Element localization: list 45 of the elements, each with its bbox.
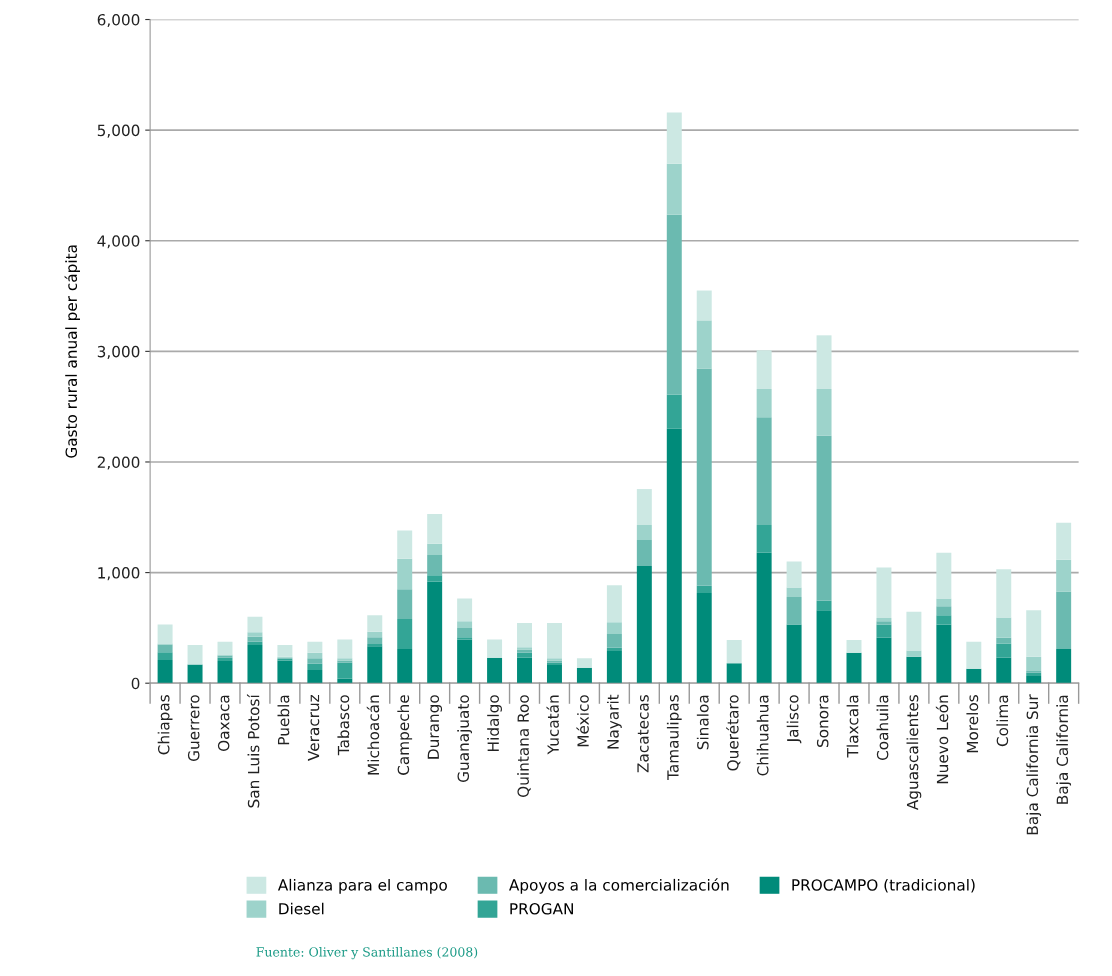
y-tick-label: 6,000 <box>97 13 140 28</box>
x-tick-label: Guanajuato <box>457 695 473 783</box>
legend-label: PROGAN <box>510 902 573 915</box>
x-tick-label: San Luis Potosí <box>246 693 260 808</box>
y-tick-label: 0 <box>131 677 140 690</box>
x-tick-label: Morelos <box>966 695 979 753</box>
x-tick-label: Coahuila <box>876 695 889 761</box>
legend-label: Alianza para el campo <box>277 878 447 894</box>
x-tick-label: Oaxaca <box>217 695 230 752</box>
y-tick-label: 1,000 <box>98 567 140 581</box>
x-tick-label: Baja California Sur <box>1026 694 1042 835</box>
legend-label: Apoyos a la comercialización <box>509 878 729 894</box>
x-tick-label: Guerrero <box>187 695 200 762</box>
x-tick-label: Chiapas <box>157 695 173 755</box>
source-note: Fuente: Oliver y Santillanes (2008) <box>256 946 478 960</box>
x-tick-label: Hidalgo <box>487 695 502 751</box>
x-tick-label: Michoacán <box>366 695 380 775</box>
x-tick-label: Querétaro <box>726 695 741 771</box>
x-tick-label: Colima <box>996 695 1009 747</box>
y-tick-label: 2,000 <box>97 456 140 470</box>
x-tick-label: Tlaxcala <box>846 695 859 758</box>
y-tick-label: 3,000 <box>97 345 140 359</box>
x-tick-label: Sinaloa <box>696 695 709 750</box>
x-tick-label: Yucatán <box>546 695 559 755</box>
x-tick-label: Tabasco <box>337 695 350 756</box>
x-tick-label: Durango <box>427 695 443 759</box>
x-tick-label: Aguascalientes <box>906 695 922 811</box>
x-tick-label: Baja California <box>1056 695 1072 804</box>
x-tick-label: Quintana Roo <box>517 695 531 797</box>
x-tick-label: Campeche <box>397 695 413 775</box>
x-tick-label: Nuevo León <box>935 695 949 784</box>
x-tick-label: Jalisco <box>786 695 802 744</box>
y-axis-title: Gasto rural anual per cápita <box>64 245 80 458</box>
legend-label: PROCAMPO (tradicional) <box>792 878 975 893</box>
legend-label: Diesel <box>279 902 324 915</box>
x-tick-label: Nayarit <box>606 694 622 749</box>
y-tick-label: 5,000 <box>97 124 140 138</box>
x-tick-label: Puebla <box>277 695 290 745</box>
x-tick-label: Zacatecas <box>637 695 649 773</box>
x-tick-label: Sonora <box>816 695 829 748</box>
x-tick-label: Chihuahua <box>756 695 769 776</box>
x-tick-label: Tamaulipas <box>666 695 682 780</box>
x-tick-label: México <box>576 695 589 747</box>
y-tick-label: 4,000 <box>97 235 140 249</box>
x-tick-label: Veracruz <box>307 694 320 761</box>
